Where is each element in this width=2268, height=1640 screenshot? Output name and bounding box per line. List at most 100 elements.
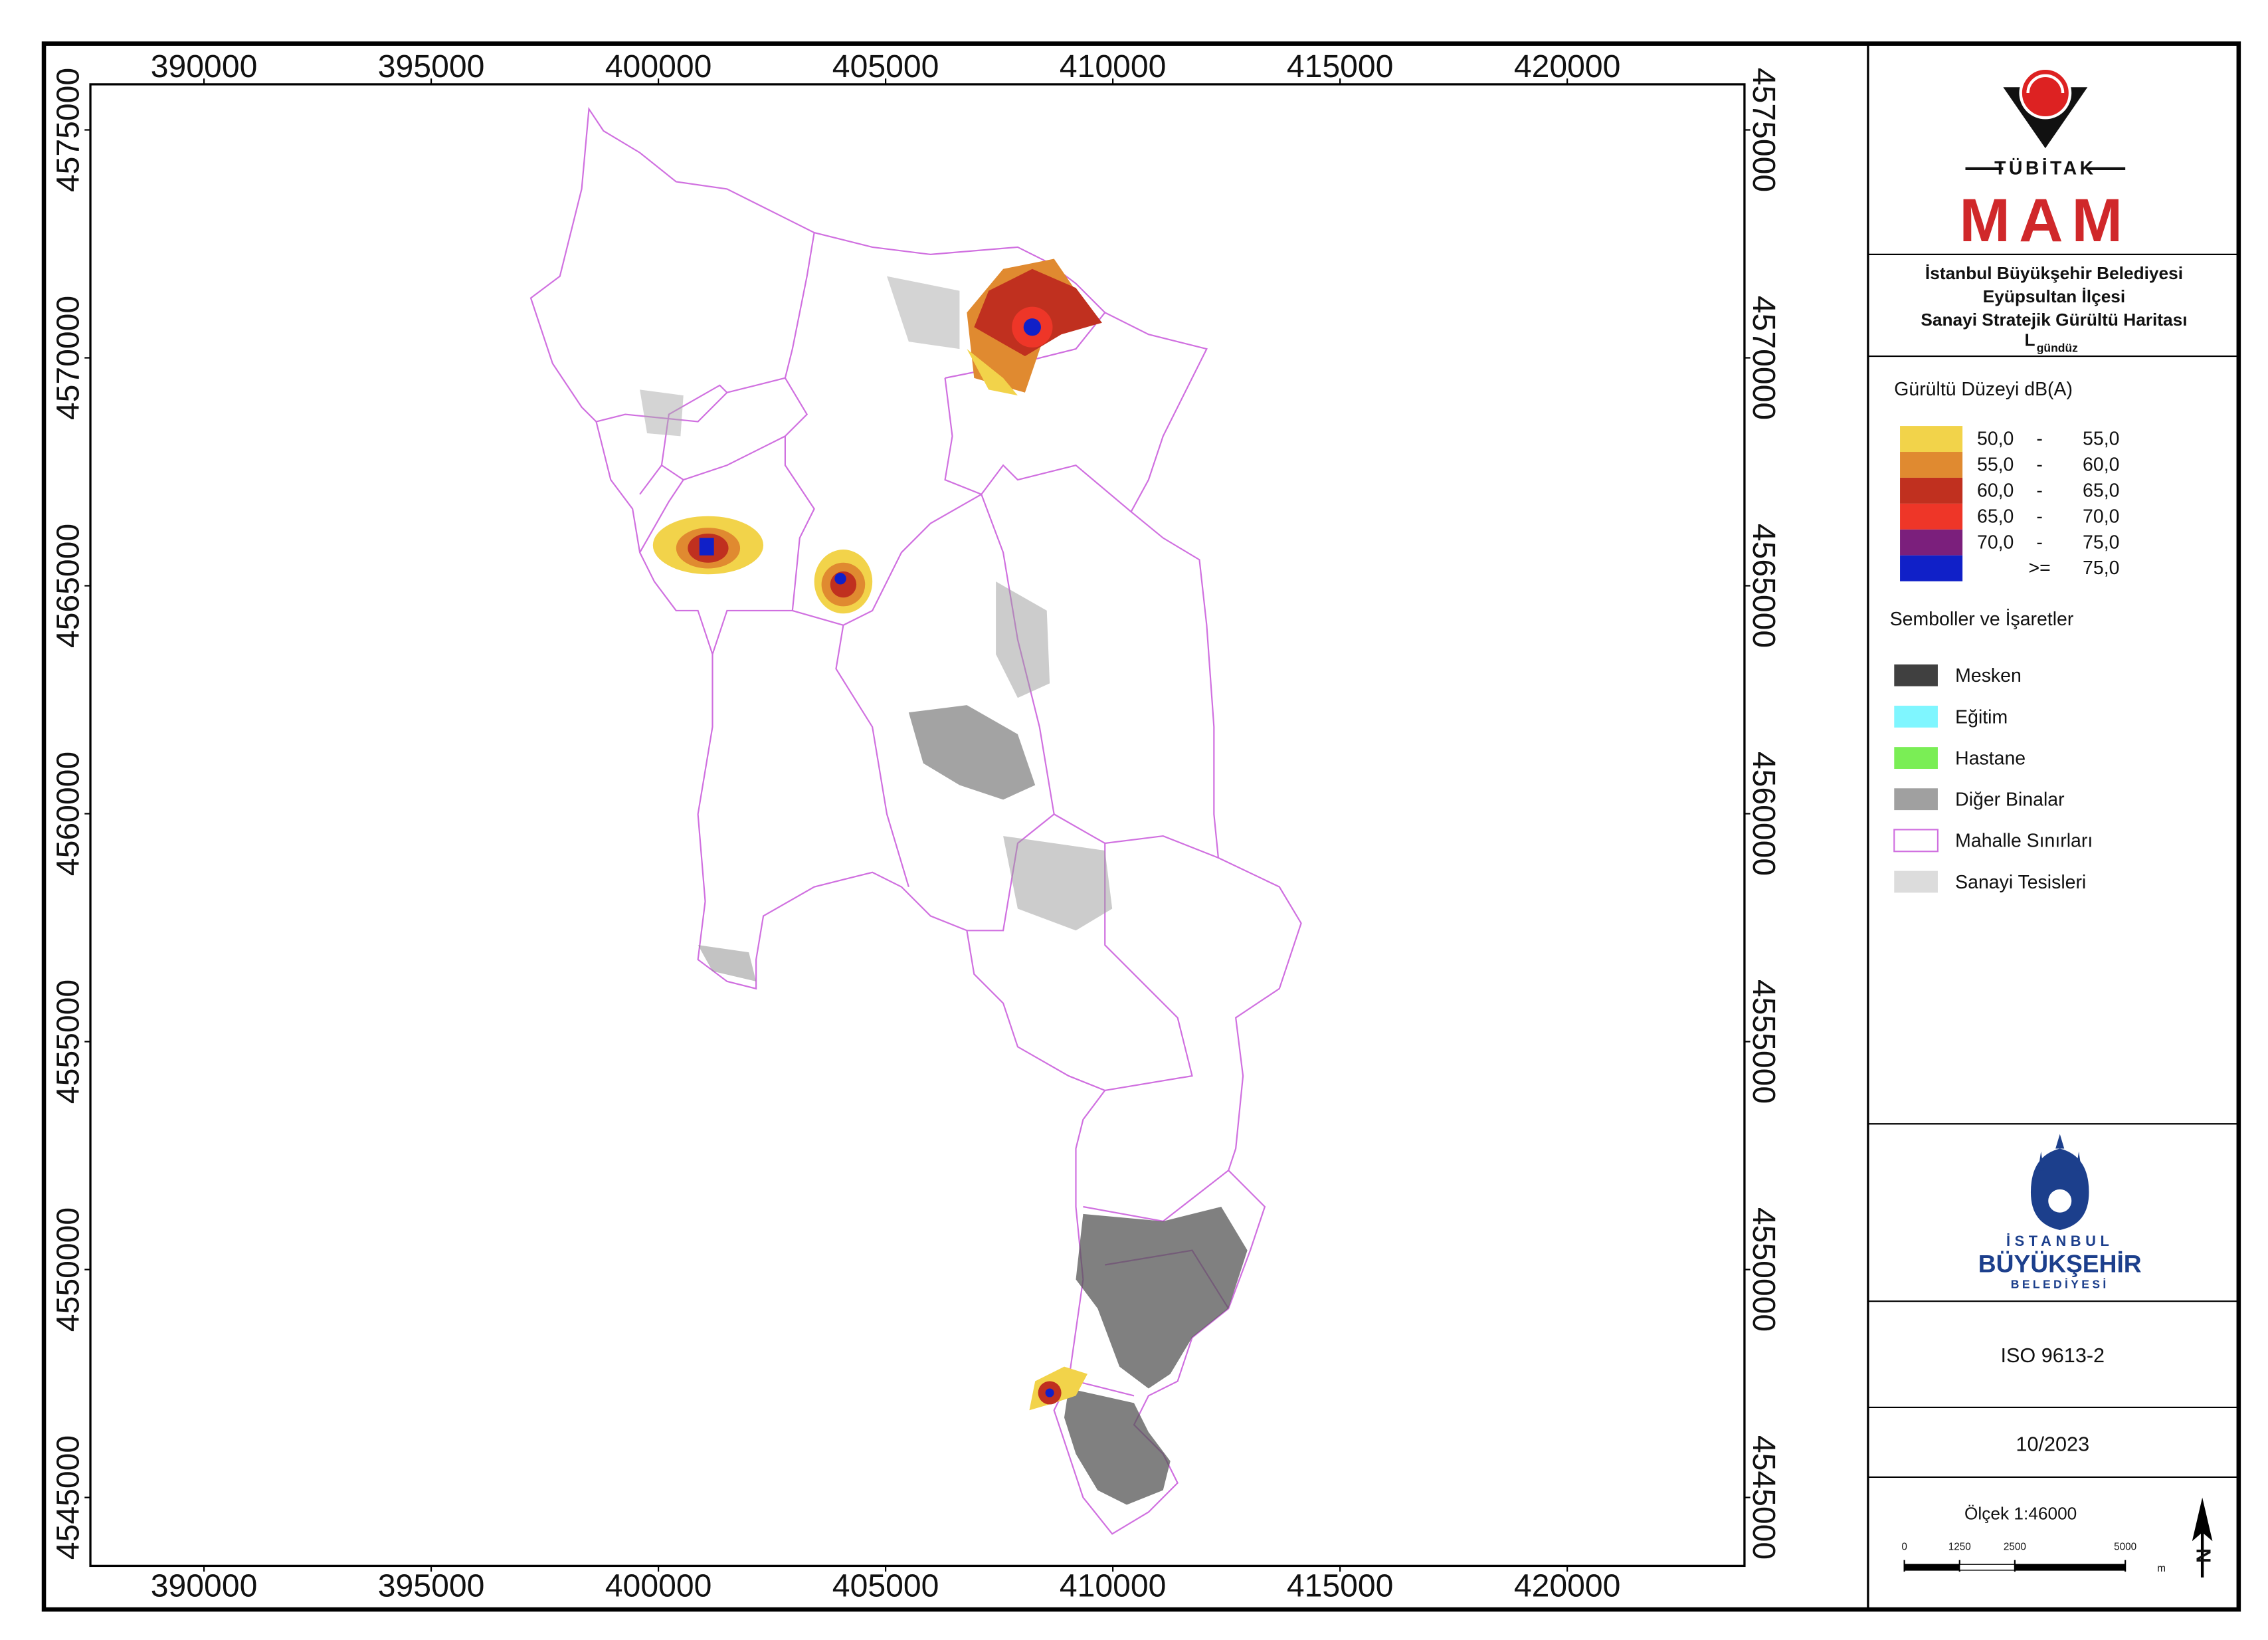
noise-low: 60,0 [1977, 480, 2014, 501]
scale-tick-label: 1250 [1948, 1541, 1971, 1552]
y-tick-label: 4555000 [1746, 979, 1782, 1104]
title-line: Eyüpsultan İlçesi [1983, 286, 2125, 306]
noise-op: - [2036, 532, 2042, 553]
y-tick-label: 4575000 [1746, 68, 1782, 192]
title-line: Sanayi Stratejik Gürültü Haritası [1921, 310, 2187, 330]
x-tick-label: 410000 [1060, 1568, 1167, 1603]
scale-tick-label: 0 [1901, 1541, 1907, 1552]
x-tick-label: 420000 [1514, 49, 1621, 84]
noise-low: 65,0 [1977, 506, 2014, 527]
y-tick-label: 4570000 [1746, 296, 1782, 420]
symbol-swatch [1893, 829, 1939, 853]
noise-high: 60,0 [2083, 454, 2119, 475]
y-tick-label: 4575000 [50, 68, 86, 192]
noise-high: 55,0 [2083, 429, 2119, 450]
scale-tick-label: 2500 [2004, 1541, 2026, 1552]
y-tick-label: 4565000 [1746, 524, 1782, 648]
district-boundary [529, 106, 1302, 1535]
x-tick-label: 395000 [378, 49, 485, 84]
north-arrow: N [2192, 1497, 2214, 1578]
symbol-swatch [1894, 706, 1938, 728]
scale-bar: 0 1250 2500 5000 m [1901, 1541, 2166, 1574]
legends: 50,0 - 55,0 55,0 - 60,0 60,0 - 65,0 65,0 - 70,0 70,0… [1893, 426, 2119, 893]
indicator: L [2024, 330, 2035, 350]
built-up-area [908, 705, 1036, 800]
noise-low: 55,0 [1977, 454, 2014, 475]
x-tick-label: 405000 [832, 1568, 939, 1603]
x-tick-label: 420000 [1514, 1568, 1621, 1603]
standard: ISO 9613-2 [2000, 1344, 2105, 1367]
y-tick-label: 4550000 [50, 1207, 86, 1332]
built-up-area [1076, 1206, 1248, 1389]
symbol-label: Hastane [1955, 748, 2026, 769]
built-up-area [698, 945, 757, 981]
noise-op: - [2036, 480, 2042, 501]
y-tick-label: 4545000 [1746, 1435, 1782, 1560]
built-up-area [996, 581, 1050, 698]
y-tick-label: 4565000 [50, 524, 86, 648]
x-tick-label: 405000 [832, 49, 939, 84]
noise-swatch [1900, 452, 1963, 478]
symbol-swatch [1894, 871, 1938, 893]
built-up-area [887, 276, 960, 350]
y-tick-label: 4570000 [50, 296, 86, 420]
symbol-label: Mahalle Sınırları [1955, 831, 2093, 852]
district [529, 106, 1302, 1535]
y-tick-label: 4560000 [50, 752, 86, 876]
noise-zone [652, 516, 764, 575]
tubitak-logo: TÜBİTAK MAM [1959, 66, 2131, 255]
north-label: N [2192, 1548, 2214, 1563]
noise-zone [967, 258, 1102, 396]
symbol-swatch [1894, 747, 1938, 769]
logo-name: MAM [1959, 187, 2131, 255]
ibb-logo: İSTANBUL BÜYÜKŞEHİR BELEDİYESİ [1978, 1134, 2142, 1291]
x-tick-label: 415000 [1287, 1568, 1394, 1603]
built-up-area [640, 389, 684, 437]
noise-high: 70,0 [2083, 506, 2119, 527]
date: 10/2023 [2016, 1433, 2089, 1456]
noise-op: - [2036, 454, 2042, 475]
x-tick-label: 390000 [151, 49, 258, 84]
built-up-area [1064, 1388, 1171, 1505]
ibb-line: BÜYÜKŞEHİR [1978, 1249, 2142, 1277]
symbol-label: Mesken [1955, 665, 2022, 686]
indicator-subscript: gündüz [2037, 341, 2078, 354]
y-tick-label: 4550000 [1746, 1207, 1782, 1332]
noise-swatch [1900, 529, 1963, 556]
noise-op: - [2036, 429, 2042, 450]
x-tick-label: 395000 [378, 1568, 485, 1603]
noise-zone [814, 550, 873, 614]
symbol-swatch [1894, 788, 1938, 811]
x-tick-label: 400000 [605, 1568, 712, 1603]
title-line: İstanbul Büyükşehir Belediyesi [1925, 263, 2183, 283]
noise-high: 65,0 [2083, 480, 2119, 501]
scale-tick-label: 5000 [2114, 1541, 2136, 1552]
noise-swatch [1900, 477, 1963, 504]
logo-text: TÜBİTAK [1994, 158, 2096, 179]
symbol-swatch [1894, 664, 1938, 686]
ibb-line: İSTANBUL [2006, 1233, 2113, 1249]
x-tick-label: 415000 [1287, 49, 1394, 84]
symbol-legend-title: Semboller ve İşaretler [1890, 609, 2074, 630]
y-tick-label: 4555000 [50, 979, 86, 1104]
symbol-label: Sanayi Tesisleri [1955, 872, 2086, 893]
noise-op: - [2036, 506, 2042, 527]
symbol-label: Diğer Binalar [1955, 789, 2064, 811]
noise-low: 70,0 [1977, 532, 2014, 553]
scale-unit: m [2157, 1563, 2166, 1574]
noise-legend-title: Gürültü Düzeyi dB(A) [1894, 379, 2073, 400]
noise-high: 75,0 [2083, 532, 2119, 553]
scale-label: Ölçek 1:46000 [1964, 1503, 2077, 1523]
symbol-label: Eğitim [1955, 706, 2008, 728]
noise-swatch [1900, 503, 1963, 530]
noise-swatch [1900, 555, 1963, 581]
y-tick-label: 4545000 [50, 1435, 86, 1560]
scale-segment [2014, 1564, 2126, 1571]
y-tick-label: 4560000 [1746, 752, 1782, 876]
noise-op: >= [2028, 558, 2050, 579]
ibb-line: BELEDİYESİ [2011, 1278, 2109, 1291]
scale-segment [1959, 1564, 2016, 1571]
noise-low: 50,0 [1977, 429, 2014, 450]
